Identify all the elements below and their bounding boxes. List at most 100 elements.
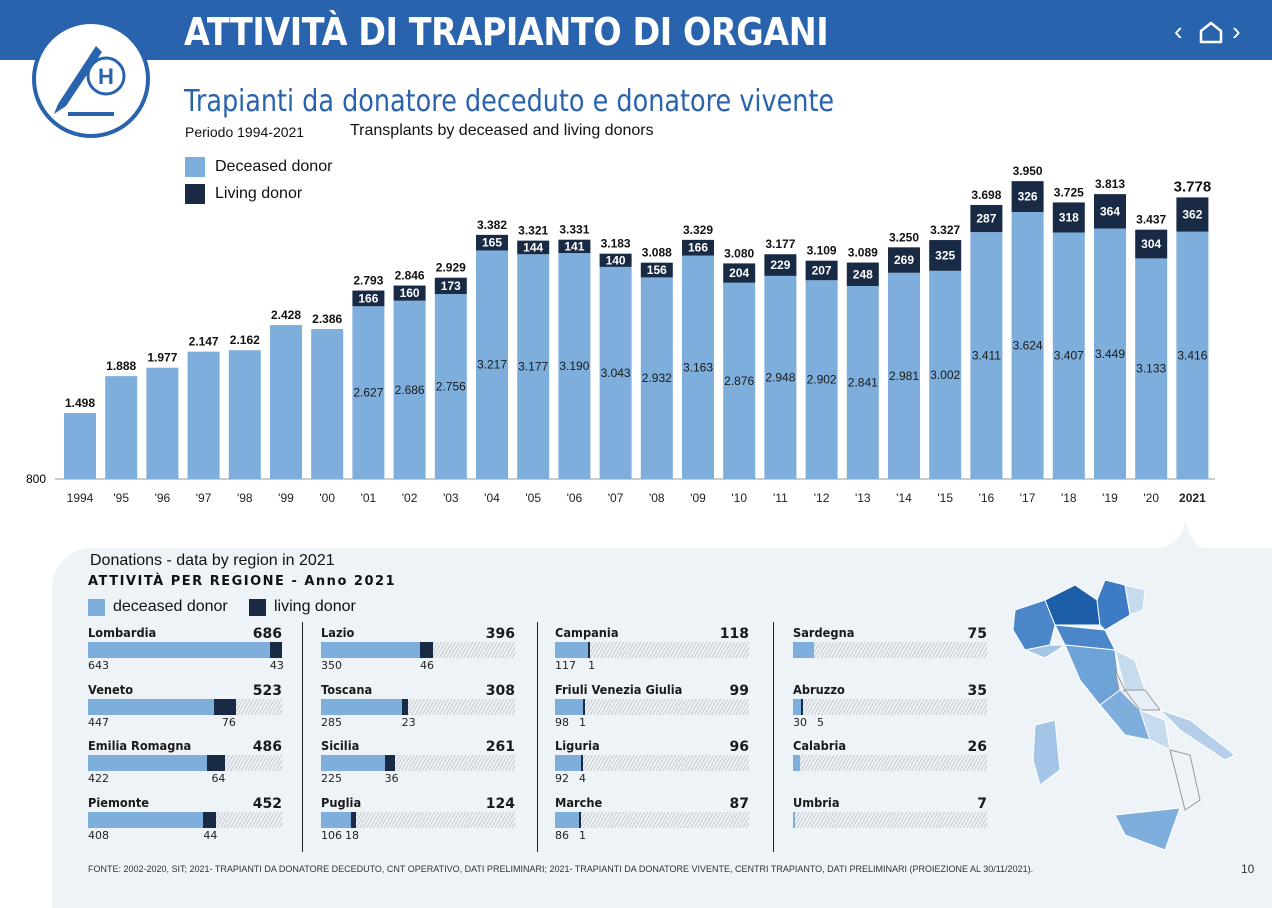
legend-label: Living donor bbox=[215, 185, 303, 202]
deceased-value-label: 3.217 bbox=[477, 358, 507, 372]
bar-living bbox=[682, 239, 714, 256]
living-value-label: 207 bbox=[812, 263, 832, 277]
column-divider bbox=[773, 622, 774, 852]
total-value-label: 3.080 bbox=[724, 246, 754, 260]
region-total: 396 bbox=[485, 626, 515, 642]
region-legend-deceased: deceased donor bbox=[88, 598, 228, 616]
region-total: 523 bbox=[252, 682, 282, 699]
living-count: 1 bbox=[579, 715, 586, 729]
total-value-label: 2.929 bbox=[436, 261, 466, 275]
living-value-label: 156 bbox=[647, 263, 667, 277]
living-value-label: 362 bbox=[1182, 208, 1202, 222]
source-note: FONTE: 2002-2020, SIT; 2021- TRAPIANTI D… bbox=[88, 864, 1034, 874]
living-value-label: 140 bbox=[606, 253, 626, 267]
bar-deceased bbox=[64, 413, 96, 479]
region-bar bbox=[793, 698, 987, 715]
map-region-friuli bbox=[1124, 584, 1146, 616]
bar-deceased bbox=[555, 811, 580, 828]
region-total: 118 bbox=[719, 626, 749, 642]
prev-page-icon[interactable]: ‹ bbox=[1174, 16, 1183, 46]
deceased-count: 408 bbox=[88, 828, 109, 842]
living-count: 1 bbox=[579, 828, 586, 842]
region-name: Liguria bbox=[555, 739, 600, 753]
bar-living bbox=[476, 234, 508, 251]
living-count: 18 bbox=[345, 828, 359, 842]
deceased-value-label: 3.190 bbox=[559, 359, 589, 373]
living-value-label: 141 bbox=[564, 239, 584, 253]
region-row: Emilia Romagna 486 422 64 bbox=[88, 739, 282, 786]
region-name: Lazio bbox=[321, 626, 355, 640]
legend-label: living donor bbox=[274, 598, 356, 615]
deceased-count: 350 bbox=[321, 659, 342, 672]
legend-swatch-deceased bbox=[88, 598, 105, 616]
total-value-label: 2.386 bbox=[312, 312, 342, 326]
region-row: Liguria 96 92 4 bbox=[555, 739, 749, 786]
deceased-value-label: 3.133 bbox=[1136, 362, 1166, 376]
region-row: Puglia 124 106 18 bbox=[321, 796, 515, 843]
bar-deceased bbox=[1176, 231, 1209, 479]
deceased-count: 92 bbox=[555, 772, 569, 785]
x-tick-label: '18 bbox=[1061, 491, 1077, 505]
italy-map bbox=[1012, 579, 1236, 851]
living-value-label: 248 bbox=[853, 267, 873, 281]
x-tick-label: '19 bbox=[1102, 491, 1118, 505]
region-bar bbox=[88, 811, 282, 828]
bar-living bbox=[393, 285, 426, 301]
bar-living bbox=[801, 698, 804, 715]
bar-deceased bbox=[146, 367, 179, 479]
deceased-value-label: 3.416 bbox=[1177, 348, 1207, 362]
panel-tail bbox=[1150, 520, 1210, 550]
bar-deceased bbox=[321, 755, 385, 771]
deceased-value-label: 3.624 bbox=[1013, 338, 1043, 352]
deceased-value-label: 2.932 bbox=[642, 371, 672, 385]
bar-deceased bbox=[393, 300, 426, 479]
living-value-label: 173 bbox=[441, 279, 461, 293]
region-total: 261 bbox=[485, 739, 515, 755]
total-value-label: 3.327 bbox=[930, 223, 960, 237]
bar-living bbox=[723, 263, 756, 283]
region-total: 35 bbox=[967, 682, 987, 699]
home-icon[interactable] bbox=[1198, 20, 1224, 51]
bar-living bbox=[419, 642, 433, 658]
bar-living bbox=[214, 698, 236, 715]
region-bar bbox=[793, 642, 987, 658]
x-tick-label: '13 bbox=[855, 491, 871, 505]
living-value-label: 269 bbox=[894, 253, 914, 267]
region-total: 308 bbox=[485, 682, 515, 699]
region-total: 75 bbox=[967, 626, 987, 642]
bar-living bbox=[203, 811, 216, 828]
bar-living bbox=[846, 262, 879, 287]
column-divider bbox=[537, 622, 538, 852]
bar-living bbox=[269, 642, 282, 658]
bar-living bbox=[1135, 229, 1168, 259]
legend-label: deceased donor bbox=[113, 598, 228, 615]
bar-living bbox=[888, 247, 920, 273]
bar-deceased bbox=[517, 254, 550, 479]
total-value-label: 3.183 bbox=[601, 237, 631, 251]
total-value-label: 1.977 bbox=[147, 351, 177, 365]
next-page-icon[interactable]: › bbox=[1232, 16, 1241, 46]
legend-swatch-deceased bbox=[185, 157, 205, 177]
svg-text:H: H bbox=[98, 64, 114, 89]
x-tick-label: '95 bbox=[113, 491, 129, 505]
bar-deceased bbox=[88, 698, 215, 715]
deceased-count: 643 bbox=[88, 659, 109, 672]
bar-deceased bbox=[187, 351, 220, 479]
deceased-value-label: 2.902 bbox=[807, 373, 837, 387]
map-region-lombardia bbox=[1044, 584, 1101, 626]
x-tick-label: '20 bbox=[1143, 491, 1159, 505]
region-row: Sicilia 261 225 36 bbox=[321, 739, 515, 786]
bar-deceased bbox=[434, 294, 467, 479]
region-name: Lombardia bbox=[88, 626, 157, 640]
bar-living bbox=[970, 204, 1003, 233]
scalpel-hospital-logo-icon: H bbox=[32, 20, 150, 138]
living-count: 36 bbox=[384, 772, 399, 785]
bar-deceased bbox=[476, 250, 508, 479]
region-row: Veneto 523 447 76 bbox=[88, 683, 282, 730]
bar-living bbox=[581, 755, 584, 771]
region-name: Marche bbox=[555, 795, 603, 810]
bar-deceased bbox=[321, 698, 402, 715]
bar-living bbox=[582, 698, 585, 715]
bar-deceased bbox=[352, 306, 385, 479]
living-value-label: 165 bbox=[482, 236, 502, 250]
